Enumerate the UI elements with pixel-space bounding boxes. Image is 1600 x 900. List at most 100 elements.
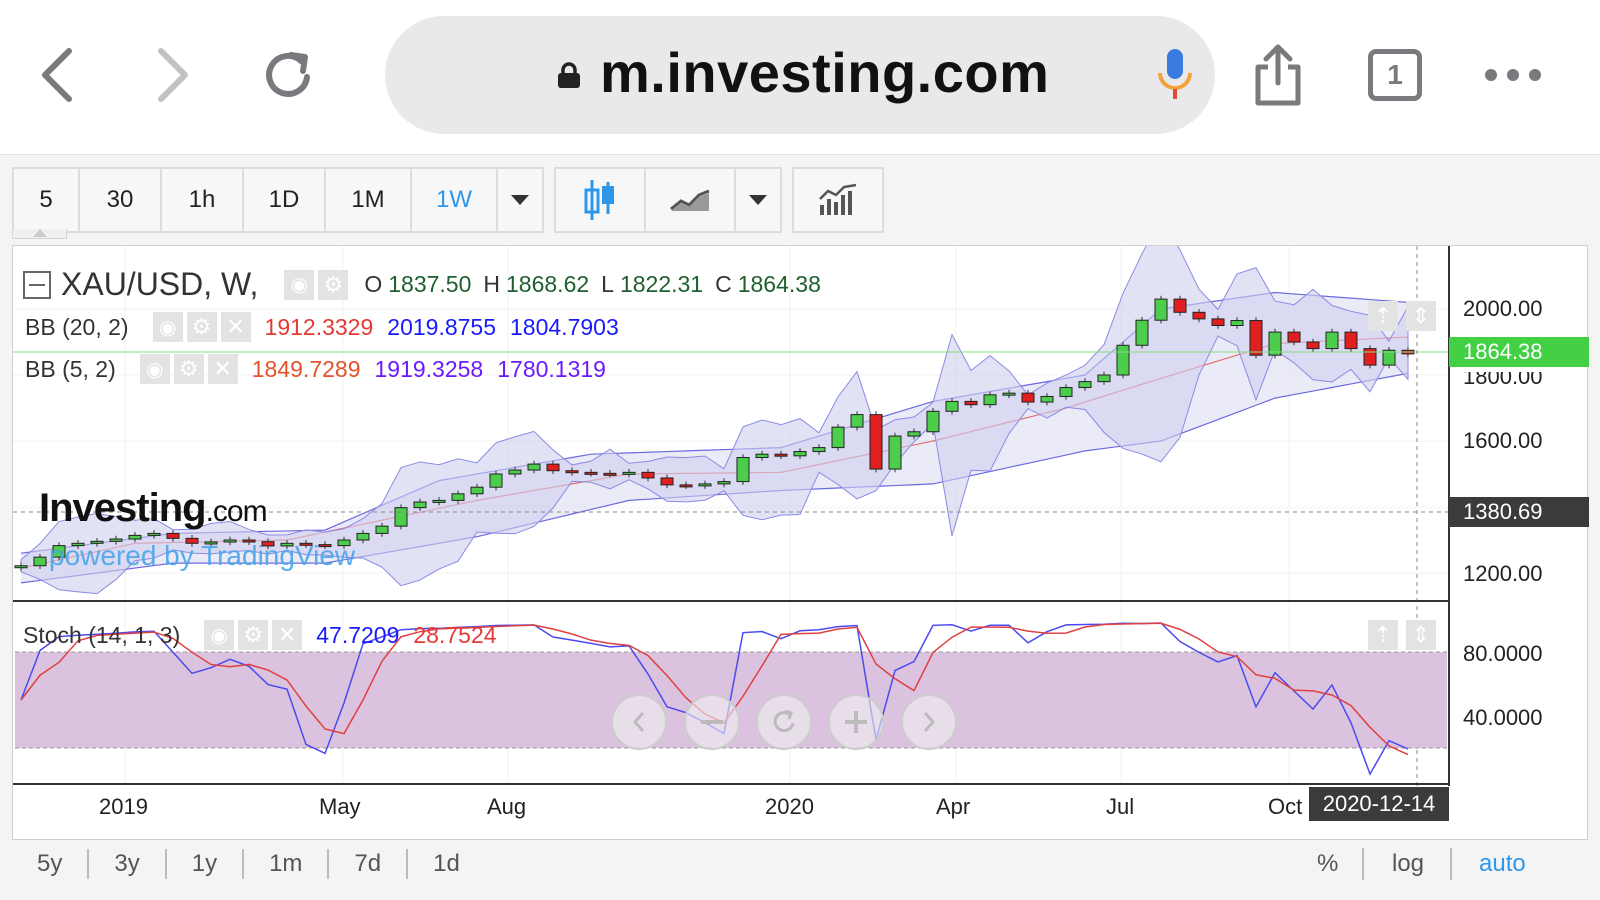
candle bbox=[831, 426, 845, 449]
auto-scale-toggle[interactable]: auto bbox=[1479, 850, 1526, 877]
divider bbox=[1450, 848, 1452, 880]
candle bbox=[869, 414, 883, 470]
low-label: L bbox=[601, 271, 614, 297]
candle bbox=[489, 473, 503, 488]
stoch-d-value: 28.7524 bbox=[413, 621, 497, 648]
share-icon bbox=[1255, 44, 1301, 106]
candle bbox=[565, 470, 579, 474]
zoom-out-button[interactable] bbox=[684, 694, 740, 750]
visibility-icon[interactable]: ◉ bbox=[204, 620, 235, 650]
collapse-legend-button[interactable] bbox=[23, 270, 51, 299]
interval-dropdown[interactable] bbox=[498, 169, 542, 231]
high-label: H bbox=[483, 271, 501, 297]
range-1m[interactable]: 1m bbox=[244, 849, 330, 879]
time-axis-tick: Jul bbox=[1106, 794, 1135, 819]
remove-icon[interactable]: ✕ bbox=[272, 620, 303, 650]
settings-icon[interactable]: ⚙ bbox=[173, 354, 204, 384]
candle bbox=[52, 545, 66, 558]
range-7d[interactable]: 7d bbox=[329, 849, 409, 879]
candle bbox=[375, 525, 389, 534]
bb5-band bbox=[20, 217, 1409, 595]
investing-logo: Investing.com bbox=[39, 486, 268, 530]
price-chart[interactable] bbox=[13, 217, 1589, 841]
log-scale-toggle[interactable]: log bbox=[1392, 850, 1425, 877]
interval-1h[interactable]: 1h bbox=[162, 169, 244, 231]
indicators-button[interactable] bbox=[794, 169, 882, 231]
time-axis-tick: Apr bbox=[936, 794, 971, 819]
pane-maximize-icon[interactable]: ⇡ bbox=[1368, 620, 1398, 650]
interval-1m[interactable]: 1M bbox=[326, 169, 412, 231]
tradingview-attribution[interactable]: powered by TradingView bbox=[49, 540, 356, 571]
candle bbox=[128, 534, 142, 540]
candle bbox=[1306, 341, 1320, 350]
candle bbox=[1040, 395, 1054, 403]
candle bbox=[413, 501, 427, 509]
pane-maximize-icon[interactable]: ⇡ bbox=[1368, 301, 1398, 331]
scroll-right-button[interactable] bbox=[901, 694, 957, 750]
open-label: O bbox=[364, 271, 383, 297]
visibility-icon[interactable]: ◉ bbox=[284, 269, 315, 300]
scroll-left-button[interactable] bbox=[611, 694, 667, 750]
price-axis-tick: 2000.00 bbox=[1463, 296, 1543, 321]
range-1d[interactable]: 1d bbox=[433, 850, 460, 877]
chart-type-dropdown[interactable] bbox=[736, 169, 780, 231]
close-value: 1864.38 bbox=[737, 271, 821, 297]
settings-icon[interactable]: ⚙ bbox=[318, 269, 349, 300]
candle bbox=[641, 471, 655, 479]
candle bbox=[1135, 319, 1149, 346]
candle bbox=[147, 532, 161, 536]
percent-scale-toggle[interactable]: % bbox=[1317, 850, 1339, 877]
line-chart-button[interactable] bbox=[646, 169, 736, 231]
low-value: 1822.31 bbox=[619, 271, 704, 297]
interval-5[interactable]: 5 bbox=[14, 169, 80, 231]
range-5y[interactable]: 5y bbox=[12, 849, 90, 879]
candle bbox=[1002, 392, 1016, 396]
candles-button[interactable] bbox=[556, 169, 646, 231]
settings-icon[interactable]: ⚙ bbox=[186, 312, 217, 342]
remove-icon[interactable]: ✕ bbox=[207, 354, 238, 384]
zoom-in-button[interactable] bbox=[828, 694, 884, 750]
range-3y[interactable]: 3y bbox=[89, 849, 167, 879]
candle bbox=[166, 532, 180, 539]
candle bbox=[1211, 318, 1225, 327]
address-bar[interactable] bbox=[385, 16, 1215, 134]
candle bbox=[1059, 387, 1073, 397]
candle bbox=[1268, 331, 1282, 356]
pane-move-icon[interactable]: ⇕ bbox=[1406, 301, 1436, 331]
settings-icon[interactable]: ⚙ bbox=[238, 620, 269, 650]
visibility-icon[interactable]: ◉ bbox=[152, 312, 183, 342]
current-price-tag: 1864.38 bbox=[1449, 337, 1589, 367]
indicator-name: Stoch (14, 1, 3) bbox=[23, 621, 181, 648]
visibility-icon[interactable]: ◉ bbox=[139, 354, 170, 384]
forward-button[interactable] bbox=[138, 40, 208, 110]
candle bbox=[945, 400, 959, 412]
more-icon bbox=[1485, 69, 1541, 81]
interval-1w[interactable]: 1W bbox=[412, 169, 498, 231]
voice-search-button[interactable] bbox=[1140, 40, 1210, 110]
crosshair-price-tag: 1380.69 bbox=[1449, 497, 1589, 527]
candle bbox=[717, 481, 731, 485]
reload-button[interactable] bbox=[254, 40, 324, 110]
candle bbox=[850, 414, 864, 428]
reload-icon bbox=[266, 52, 310, 97]
interval-30[interactable]: 30 bbox=[80, 169, 162, 231]
close-label: C bbox=[715, 271, 732, 297]
range-bar: 5y 3y 1y 1m 7d 1d % log auto bbox=[12, 840, 1588, 888]
more-button[interactable] bbox=[1478, 40, 1548, 110]
stoch-legend: Stoch (14, 1, 3) ◉ ⚙ ✕ 47.7209 28.7524 bbox=[23, 620, 497, 650]
remove-icon[interactable]: ✕ bbox=[220, 312, 251, 342]
back-button[interactable] bbox=[22, 40, 92, 110]
candle bbox=[1192, 311, 1206, 320]
range-1y[interactable]: 1y bbox=[167, 849, 245, 879]
interval-1d[interactable]: 1D bbox=[244, 169, 326, 231]
pane-move-icon[interactable]: ⇕ bbox=[1406, 620, 1436, 650]
share-button[interactable] bbox=[1243, 40, 1313, 110]
caret-down-icon bbox=[749, 195, 767, 205]
reset-chart-button[interactable] bbox=[756, 694, 812, 750]
tabs-button[interactable]: 1 bbox=[1360, 40, 1430, 110]
candle bbox=[1382, 349, 1396, 366]
symbol-label: XAU/USD, W, bbox=[61, 266, 259, 302]
candle bbox=[926, 410, 940, 433]
chart-panel[interactable]: 2000.00 1800.00 1600.00 1200.00 1864.38 … bbox=[12, 217, 1589, 841]
plus-icon bbox=[845, 711, 867, 733]
